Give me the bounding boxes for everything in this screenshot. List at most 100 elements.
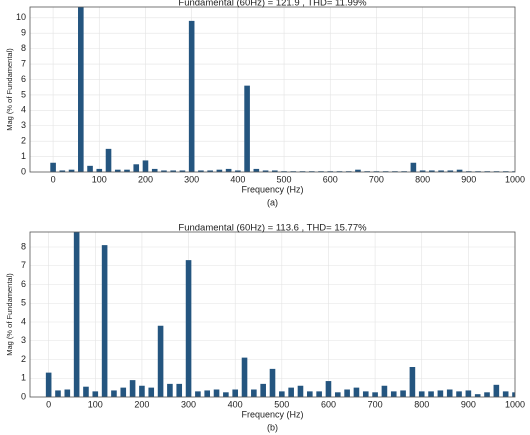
bar (151, 168, 158, 172)
x-tick-label: 600 (323, 174, 338, 184)
x-tick-label: 400 (228, 399, 243, 409)
y-tick-label: 0 (21, 391, 26, 401)
bar (87, 165, 93, 172)
bar (316, 391, 322, 397)
bar (372, 392, 378, 397)
bar (484, 392, 490, 397)
y-tick-label: 7 (21, 260, 26, 270)
y-tick-label: 6 (21, 74, 26, 84)
subplot: 0 1 2 3 4 5 6 7 8 0 100 200 300 400 500 600 700 800 900 100… (5, 223, 525, 433)
bar (260, 383, 266, 397)
bar (59, 170, 66, 172)
chart-title: Fundamental (60Hz) = 121.9 , THD= 11.99% (178, 0, 367, 9)
bar (73, 232, 80, 397)
bar (438, 170, 444, 172)
bar (64, 389, 71, 397)
y-tick-label: 0 (21, 166, 26, 176)
bar (437, 390, 444, 397)
bar (207, 170, 213, 172)
x-tick-label: 200 (138, 174, 153, 184)
bar (334, 392, 341, 397)
y-tick-label: 2 (21, 354, 26, 364)
y-tick-label: 3 (21, 120, 26, 130)
y-tick-label: 5 (21, 89, 26, 99)
bar (96, 168, 103, 172)
x-tick-label: 800 (415, 174, 430, 184)
bar (429, 170, 435, 172)
bar (176, 383, 183, 397)
y-tick-label: 9 (21, 28, 26, 38)
bar (213, 389, 220, 397)
bar (447, 170, 454, 172)
bar (114, 169, 121, 172)
bar (307, 391, 313, 397)
plot-frame (29, 231, 516, 398)
bar (269, 368, 276, 397)
y-tick-label: 3 (21, 335, 26, 345)
bar (502, 391, 509, 397)
y-tick-label: 2 (21, 136, 26, 146)
bar (92, 391, 99, 397)
bar (148, 387, 155, 397)
bar (344, 389, 350, 397)
x-tick-label: 500 (274, 399, 289, 409)
y-tick-label: 10 (16, 12, 26, 22)
bar (185, 260, 192, 397)
bar (253, 168, 260, 172)
bar (272, 170, 278, 172)
x-tick-label: 300 (181, 399, 196, 409)
bar (297, 385, 304, 397)
x-tick-label: 700 (369, 174, 384, 184)
bar (288, 387, 294, 397)
x-tick-label: 700 (368, 399, 383, 409)
x-axis-label: Frequency (Hz) (241, 184, 303, 194)
bar (68, 169, 75, 172)
bar (465, 390, 472, 397)
x-tick-label: 1000 (505, 399, 525, 409)
x-tick-label: 200 (134, 399, 149, 409)
bar (204, 390, 211, 397)
bar (390, 391, 397, 397)
bar (409, 367, 416, 397)
x-tick-label: 100 (92, 174, 107, 184)
y-axis-label: Mag (% of Fundamental) (5, 48, 14, 131)
bar (279, 391, 285, 397)
bar (133, 164, 140, 172)
x-tick-label: 800 (414, 399, 429, 409)
x-tick-label: 300 (184, 174, 199, 184)
bar (419, 170, 426, 172)
bar (362, 391, 369, 397)
bar (101, 245, 108, 397)
y-tick-label: 4 (21, 105, 26, 115)
bar (188, 20, 195, 172)
bar (45, 372, 52, 397)
bar (353, 387, 360, 397)
x-tick-label: 900 (461, 399, 476, 409)
x-tick-label: 1000 (505, 174, 525, 184)
y-tick-label: 1 (21, 373, 26, 383)
bar (55, 390, 61, 397)
y-axis-label: Mag (% of Fundamental) (5, 273, 14, 356)
bar (410, 162, 417, 172)
x-tick-label: 0 (51, 174, 56, 184)
bar (167, 383, 173, 397)
y-tick-label: 7 (21, 58, 26, 68)
bar (244, 85, 250, 172)
y-tick-label: 1 (21, 151, 26, 161)
caption: (b) (267, 422, 278, 432)
x-tick-label: 100 (88, 399, 103, 409)
x-tick-label: 500 (277, 174, 292, 184)
x-axis-label: Frequency (Hz) (241, 409, 303, 419)
bar (139, 385, 145, 397)
bar (78, 7, 84, 172)
bar (428, 391, 434, 397)
bar (456, 391, 462, 397)
y-tick-label: 8 (21, 43, 26, 53)
bar (179, 170, 186, 172)
y-tick-label: 4 (21, 316, 26, 326)
caption: (a) (267, 197, 278, 207)
y-tick-label: 6 (21, 279, 26, 289)
plot-frame (29, 6, 516, 173)
